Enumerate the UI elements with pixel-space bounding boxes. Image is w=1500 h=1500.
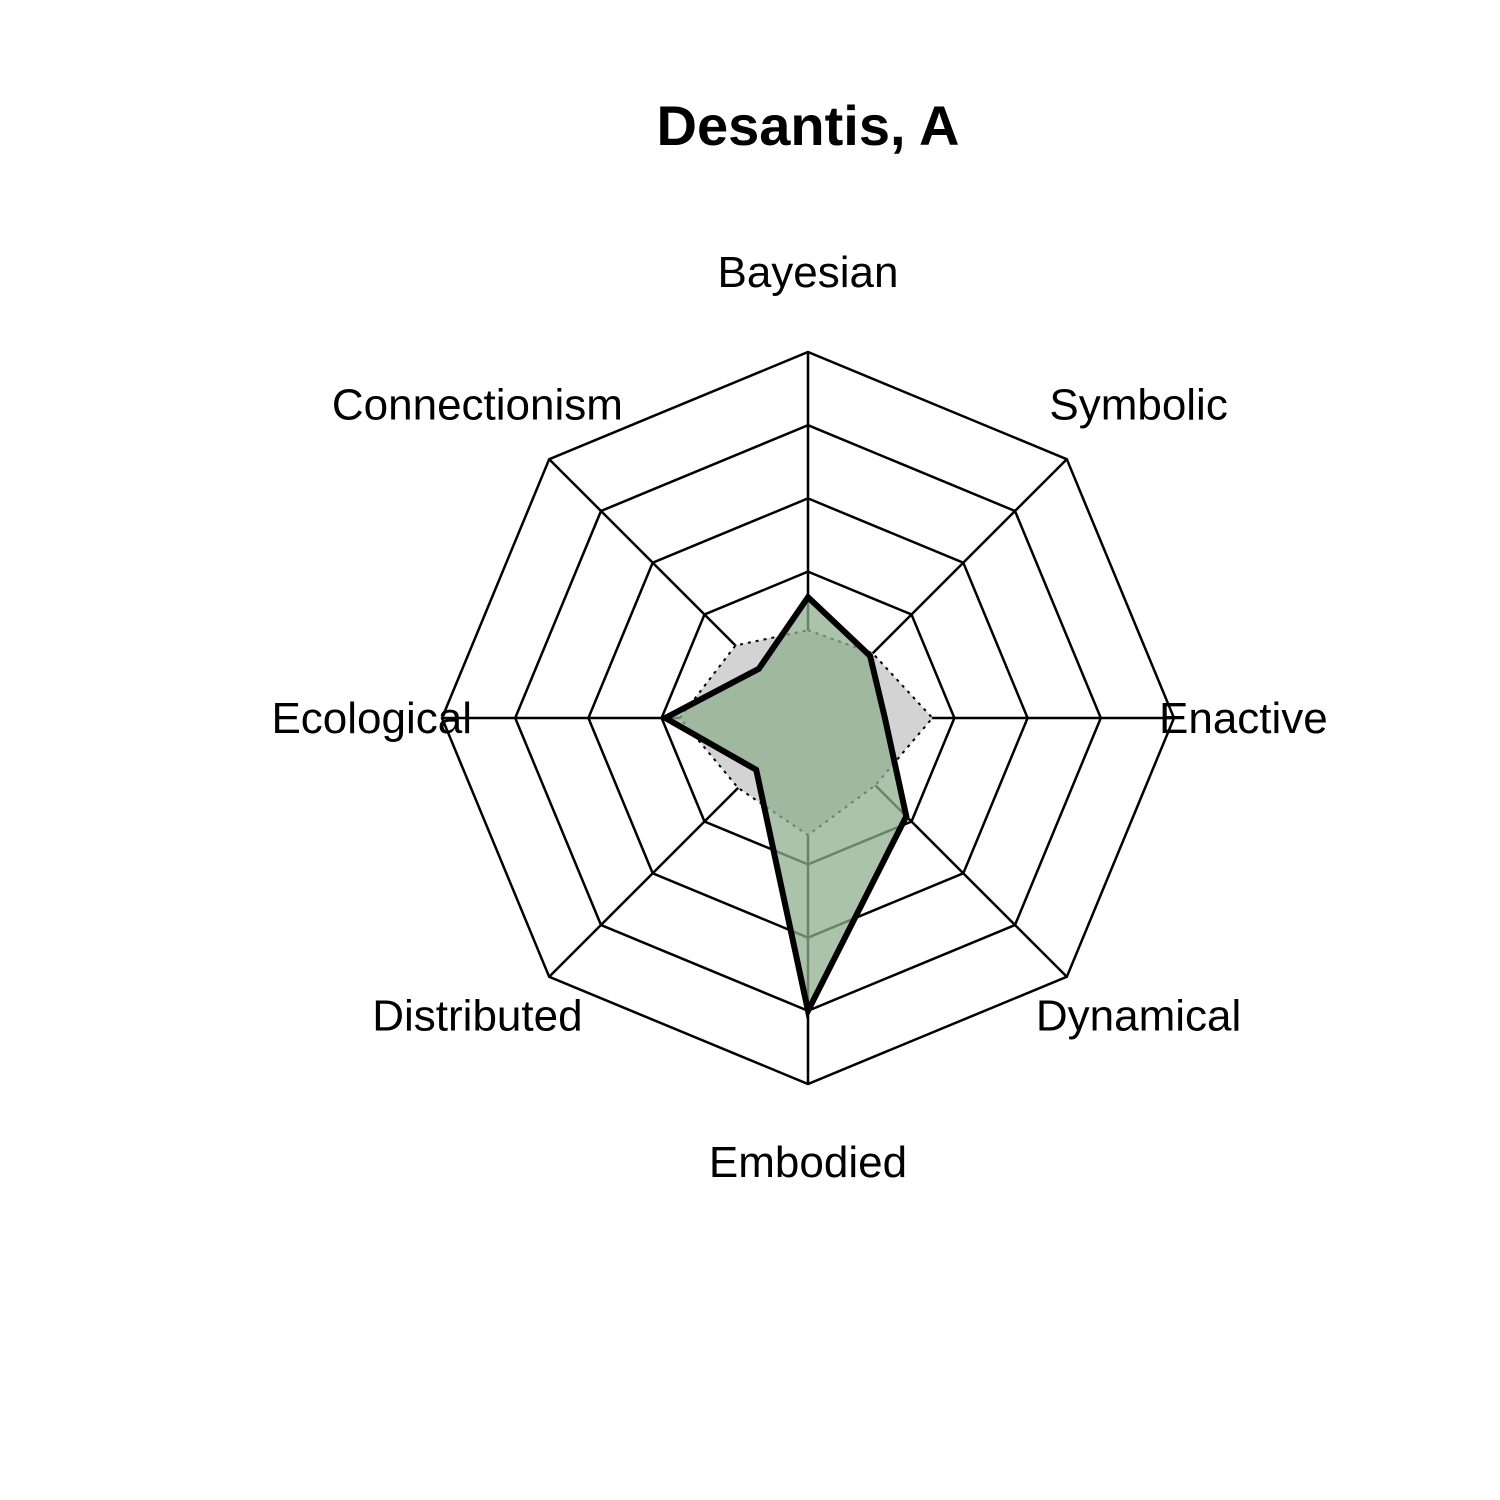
series-polygon-solid xyxy=(659,592,910,1020)
axis-label-enactive: Enactive xyxy=(1159,694,1328,743)
axis-label-bayesian: Bayesian xyxy=(717,248,898,297)
axis-label-connectionism: Connectionism xyxy=(332,380,623,429)
axis-label-embodied: Embodied xyxy=(709,1138,907,1187)
radar-axis-labels: Bayesian Symbolic Enactive Dynamical Embodie… xyxy=(271,248,1327,1187)
axis-label-distributed: Distributed xyxy=(372,992,582,1041)
axis-label-dynamical: Dynamical xyxy=(1036,992,1241,1041)
axis-label-symbolic: Symbolic xyxy=(1049,380,1228,429)
axis-label-ecological: Ecological xyxy=(271,694,472,743)
chart-title: Desantis, A xyxy=(657,94,960,157)
radar-series xyxy=(659,592,934,1020)
